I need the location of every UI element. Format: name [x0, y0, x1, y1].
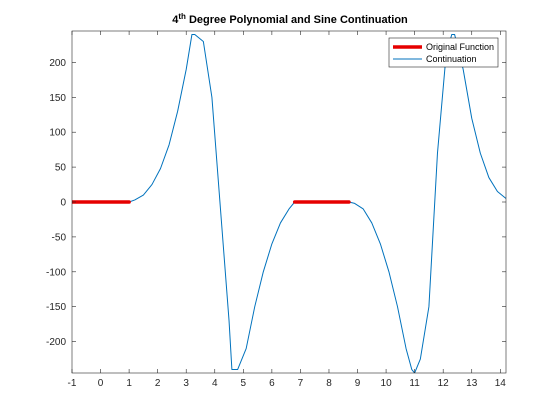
axis-layer: -1 0 1 2 3 4 5 6 7 8 9 10 11 12 13 14-200-150-100-50050… [46, 31, 506, 389]
legend-label-continuation: Continuation [426, 54, 477, 64]
plot-area [72, 31, 506, 373]
x-tick-label: 12 [438, 378, 450, 389]
x-tick-label: 2 [155, 378, 161, 389]
x-tick-label: 3 [183, 378, 189, 389]
y-tick-label: 150 [49, 93, 66, 104]
x-tick-label: 11 [409, 378, 420, 389]
x-tick-label: 5 [241, 378, 247, 389]
x-tick-label: 13 [466, 378, 478, 389]
x-tick-label: 1 [126, 378, 132, 389]
chart-title-superscript: th [178, 12, 186, 21]
x-tick-label: 10 [381, 378, 393, 389]
legend: Original Function Continuation [388, 37, 499, 68]
y-tick-label: 100 [49, 128, 66, 139]
x-tick-label: 7 [298, 378, 304, 389]
y-tick-label: 200 [49, 58, 66, 69]
y-tick-label: -200 [46, 337, 66, 348]
chart-title: 4th Degree Polynomial and Sine Continuat… [172, 12, 408, 26]
x-tick-label: -1 [68, 378, 77, 389]
legend-label-original: Original Function [426, 42, 494, 52]
y-tick-label: -150 [46, 302, 66, 313]
x-tick-label: 9 [355, 378, 361, 389]
y-tick-label: 50 [55, 163, 67, 174]
x-tick-label: 8 [326, 378, 332, 389]
legend-box [388, 37, 499, 68]
x-tick-label: 14 [495, 378, 507, 389]
y-tick-label: 0 [60, 198, 66, 209]
x-tick-label: 4 [212, 378, 218, 389]
x-tick-label: 0 [98, 378, 104, 389]
chart-title-prefix: 4 [172, 14, 179, 26]
y-tick-label: -50 [52, 232, 67, 243]
y-tick-label: -100 [46, 267, 66, 278]
chart-title-rest: Degree Polynomial and Sine Continuation [186, 14, 408, 26]
x-tick-label: 6 [269, 378, 275, 389]
